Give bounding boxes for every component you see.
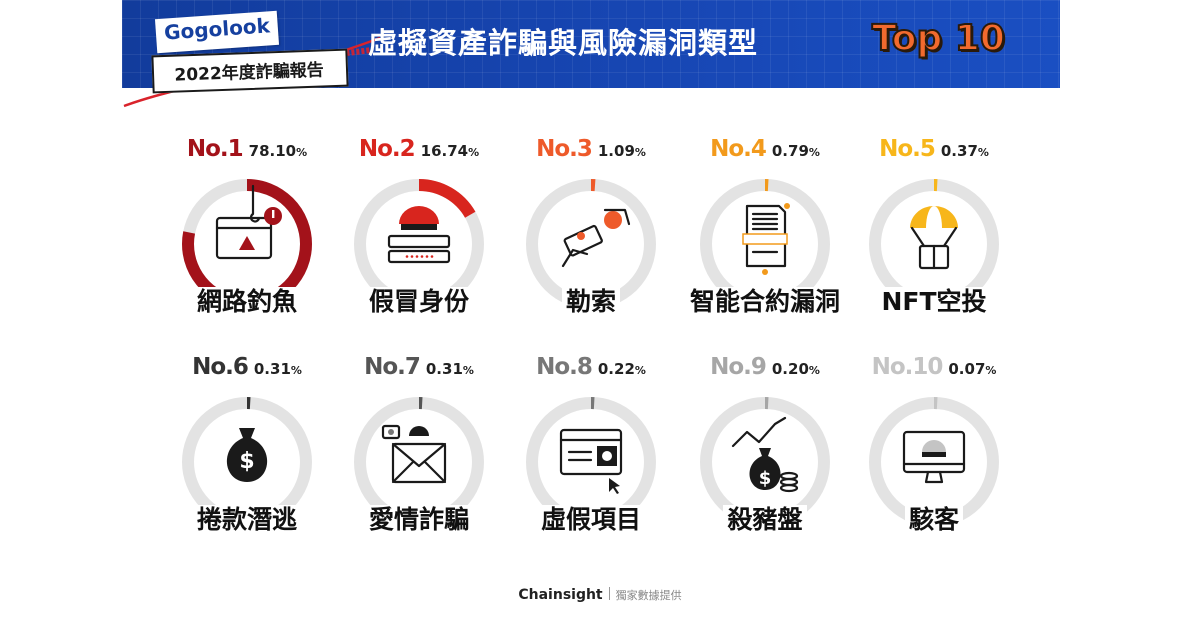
rank-percent-unit: % xyxy=(985,364,997,377)
rank-number: No.8 xyxy=(536,354,593,380)
rank-number: No.10 xyxy=(871,354,944,380)
rank-percent: 0.20% xyxy=(772,360,820,378)
airdrop-icon xyxy=(910,206,958,270)
rank-percent: 0.31% xyxy=(254,360,302,378)
category-label-text: 捲款潛逃 xyxy=(192,505,301,534)
category-label-text: 駭客 xyxy=(904,505,963,534)
donut-arc-8 xyxy=(526,397,656,527)
rank-number: No.9 xyxy=(710,354,767,380)
donut-arc-3 xyxy=(526,179,656,309)
category-label-2: 假冒身份 xyxy=(319,282,519,318)
donut-arc-5 xyxy=(869,179,999,309)
rank-percent-value: 0.22 xyxy=(597,360,635,378)
rank-label-10: No.10 0.07% xyxy=(849,354,1019,380)
rank-percent-value: 0.07 xyxy=(948,360,986,378)
rank-percent-unit: % xyxy=(808,146,820,159)
category-label-6: 捲款潛逃 xyxy=(147,500,347,536)
rank-label-2: No.2 16.74% xyxy=(334,136,504,162)
category-label-5: NFT空投 xyxy=(834,282,1034,318)
category-label-7: 愛情詐騙 xyxy=(319,500,519,536)
impersonation-icon xyxy=(387,206,451,264)
rank-percent: 1.09% xyxy=(598,142,646,160)
page-title: 虛擬資產詐騙與風險漏洞類型 xyxy=(368,26,759,60)
romance-mail-icon xyxy=(381,424,447,484)
contract-icon xyxy=(742,203,790,275)
rank-percent: 0.31% xyxy=(426,360,474,378)
rank-percent: 16.74% xyxy=(421,142,479,160)
rank-percent-value: 0.79 xyxy=(771,142,809,160)
phishing-icon xyxy=(215,184,282,260)
rank-number: No.4 xyxy=(710,136,767,162)
category-label-text: 勒索 xyxy=(561,287,620,316)
rank-number: No.3 xyxy=(536,136,593,162)
rank-number: No.5 xyxy=(879,136,936,162)
rank-label-3: No.3 1.09% xyxy=(506,136,676,162)
svg-text:$: $ xyxy=(759,468,772,489)
donut-arc-6 xyxy=(182,397,312,527)
category-label-text: NFT空投 xyxy=(877,287,991,316)
donut-arc-10 xyxy=(869,397,999,527)
title-highlight: Top 10 xyxy=(871,17,1006,60)
rank-label-8: No.8 0.22% xyxy=(506,354,676,380)
hacker-icon xyxy=(902,430,966,484)
category-label-text: 假冒身份 xyxy=(364,287,473,316)
rank-percent: 78.10% xyxy=(249,142,307,160)
rank-number: No.2 xyxy=(358,136,416,162)
rank-label-1: No.1 78.10% xyxy=(162,136,332,162)
rank-number: No.7 xyxy=(364,354,421,380)
rank-percent-unit: % xyxy=(290,364,302,377)
rank-percent-unit: % xyxy=(462,364,474,377)
svg-text:$: $ xyxy=(239,449,254,474)
rank-percent-unit: % xyxy=(634,146,646,159)
rank-percent-value: 0.31 xyxy=(425,360,463,378)
rank-percent-value: 0.31 xyxy=(253,360,291,378)
rank-percent-value: 78.10 xyxy=(248,142,297,160)
category-label-text: 殺豬盤 xyxy=(723,505,807,534)
footer: Chainsight 獨家數據提供 xyxy=(0,584,1200,603)
category-label-text: 虛假項目 xyxy=(536,505,645,534)
rank-percent-value: 0.37 xyxy=(940,142,978,160)
extortion-icon xyxy=(561,208,631,268)
rank-percent-unit: % xyxy=(296,146,308,159)
category-label-4: 智能合約漏洞 xyxy=(665,282,865,318)
rank-percent-unit: % xyxy=(977,146,989,159)
money-bag-icon: $ xyxy=(226,428,268,482)
category-label-text: 愛情詐騙 xyxy=(364,505,473,534)
category-label-1: 網路釣魚 xyxy=(147,282,347,318)
rank-percent: 0.22% xyxy=(598,360,646,378)
donut-arc-2 xyxy=(354,179,484,309)
donut-arc-4 xyxy=(700,179,830,309)
rank-percent-unit: % xyxy=(634,364,646,377)
fake-project-icon xyxy=(559,428,623,494)
rank-percent: 0.37% xyxy=(941,142,989,160)
rank-label-5: No.5 0.37% xyxy=(849,136,1019,162)
category-label-9: 殺豬盤 xyxy=(665,500,865,536)
rank-label-6: No.6 0.31% xyxy=(162,354,332,380)
category-label-text: 智能合約漏洞 xyxy=(685,287,844,316)
donut-arc-9 xyxy=(700,397,830,527)
footer-brand: Chainsight xyxy=(518,587,603,603)
rank-number: No.1 xyxy=(186,136,244,162)
rank-label-4: No.4 0.79% xyxy=(680,136,850,162)
rank-number: No.6 xyxy=(192,354,249,380)
rank-percent-value: 16.74 xyxy=(420,142,469,160)
pig-butchering-icon: $ xyxy=(731,416,799,493)
category-label-3: 勒索 xyxy=(491,282,691,318)
rank-percent: 0.79% xyxy=(772,142,820,160)
rank-percent-value: 0.20 xyxy=(771,360,809,378)
category-label-8: 虛假項目 xyxy=(491,500,691,536)
footer-note: 獨家數據提供 xyxy=(615,589,682,602)
category-label-10: 駭客 xyxy=(834,500,1034,536)
rank-label-7: No.7 0.31% xyxy=(334,354,504,380)
category-label-text: 網路釣魚 xyxy=(192,287,301,316)
rank-label-9: No.9 0.20% xyxy=(680,354,850,380)
footer-divider xyxy=(608,587,610,600)
rank-percent-unit: % xyxy=(468,146,480,159)
rank-percent-value: 1.09 xyxy=(597,142,635,160)
rank-percent: 0.07% xyxy=(948,360,996,378)
rank-percent-unit: % xyxy=(808,364,820,377)
donut-arc-7 xyxy=(354,397,484,527)
